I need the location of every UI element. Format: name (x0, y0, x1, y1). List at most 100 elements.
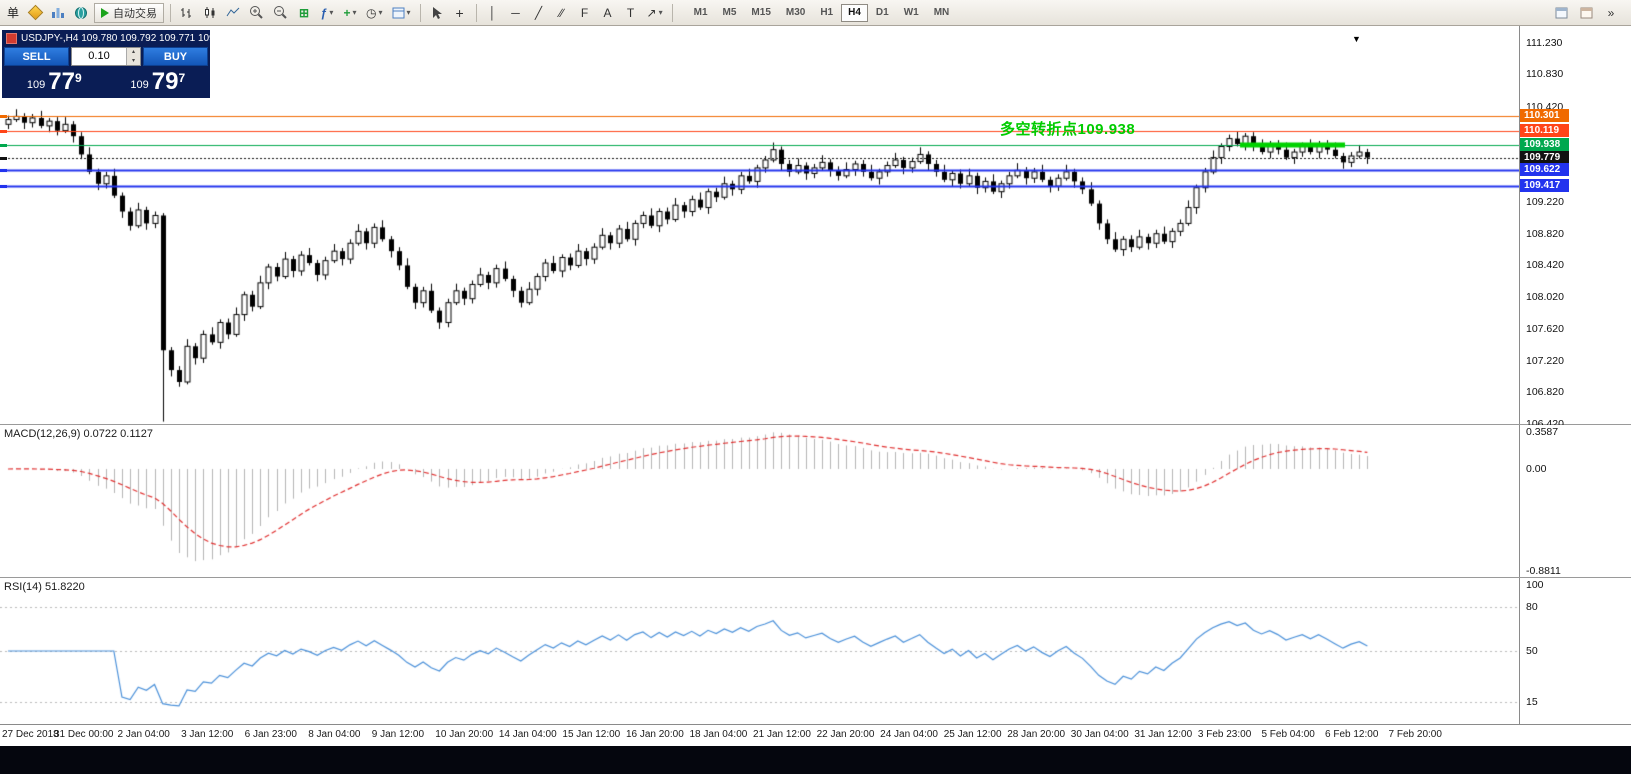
bar-chart-mode-button[interactable] (177, 3, 197, 23)
time-axis-label: 14 Jan 04:00 (498, 729, 557, 740)
zoom-in-icon (250, 6, 263, 19)
timeframe-h4[interactable]: H4 (841, 3, 868, 22)
timeframe-w1[interactable]: W1 (897, 4, 926, 22)
new-order-icon (27, 4, 43, 21)
fibonacci-tool-button[interactable]: F (575, 3, 595, 23)
window-button-2[interactable] (1576, 3, 1596, 23)
window-button-1[interactable] (1551, 3, 1571, 23)
toolbar: 单 自动交易 ⊞ ƒ ▾ + ▾ ◷ ▾ (0, 0, 1631, 26)
autotrading-button[interactable]: 自动交易 (94, 2, 165, 23)
volume-down-button[interactable]: ▾ (127, 56, 140, 65)
symbol-icon (6, 33, 17, 44)
zoom-out-icon (274, 6, 287, 19)
channel-tool-button[interactable]: ∕∕ (552, 3, 572, 23)
time-axis-label: 6 Jan 23:00 (244, 729, 297, 740)
pivot-annotation: 多空转折点109.938 (1000, 121, 1136, 138)
horizontal-line-tool-button[interactable]: ─ (506, 3, 526, 23)
trendline-tool-button[interactable]: ╱ (529, 3, 549, 23)
price-chart-canvas[interactable] (0, 26, 1520, 424)
cursor-icon (433, 6, 443, 19)
cursor-tool-button[interactable] (427, 3, 447, 23)
market-watch-button[interactable] (71, 3, 91, 23)
timeframe-h1[interactable]: H1 (813, 4, 840, 22)
crosshair-icon: + (455, 4, 464, 21)
text-tool-button[interactable]: A (598, 3, 618, 23)
candlestick-mode-button[interactable] (200, 3, 220, 23)
time-axis-label: 10 Jan 20:00 (435, 729, 494, 740)
toolbar-overflow-button[interactable]: » (1601, 3, 1621, 23)
level-left-marker (0, 144, 7, 148)
label-tool-button[interactable]: T (621, 3, 641, 23)
time-axis-label: 9 Jan 12:00 (371, 729, 425, 740)
rsi-axis[interactable]: 100 80 50 15 (1519, 578, 1631, 724)
crosshair-tool-button[interactable]: + (450, 3, 470, 23)
timeframe-m15[interactable]: M15 (744, 4, 777, 22)
toolbar-right-group: » (1551, 3, 1627, 23)
price-axis[interactable]: 111.230 110.830 110.420 109.220 108.820 108.4… (1519, 26, 1631, 430)
rsi-axis-label: 50 (1526, 645, 1538, 657)
macd-label: MACD(12,26,9) 0.0722 0.1127 (4, 428, 153, 440)
time-axis[interactable]: 27 Dec 2018 31 Dec 00:00 2 Jan 04:00 3 Jan … (0, 724, 1631, 746)
bid-ask-row: 109 77 9 109 79 7 (4, 68, 208, 95)
buy-button[interactable]: BUY (143, 47, 208, 66)
autotrading-label: 自动交易 (113, 7, 158, 20)
bid-price[interactable]: 109 77 9 (4, 68, 105, 95)
volume-stepper[interactable]: 0.10 ▴ ▾ (71, 47, 141, 66)
rsi-canvas[interactable] (0, 578, 1520, 724)
level-left-marker (0, 129, 7, 133)
ask-price[interactable]: 109 79 7 (108, 68, 209, 95)
timeframe-d1[interactable]: D1 (869, 4, 896, 22)
separator (170, 3, 172, 22)
time-axis-label: 7 Feb 20:00 (1388, 729, 1442, 740)
bid-big-digits: 77 (48, 68, 75, 95)
time-axis-label: 31 Dec 00:00 (54, 729, 114, 740)
indicators-icon: ƒ (320, 5, 328, 20)
line-chart-mode-button[interactable] (223, 3, 243, 23)
periods-button[interactable]: ◷ ▾ (363, 3, 386, 23)
templates-button[interactable]: ▾ (389, 3, 414, 23)
price-axis-label: 108.020 (1526, 291, 1564, 304)
indicators-button[interactable]: ƒ ▾ (317, 3, 337, 23)
zoom-in-button[interactable] (246, 3, 267, 23)
timeframe-m1[interactable]: M1 (687, 4, 715, 22)
ask-prefix: 109 (130, 79, 149, 91)
menu-label[interactable]: 单 (7, 6, 20, 20)
sell-button[interactable]: SELL (4, 47, 69, 66)
macd-axis-label: -0.8811 (1526, 565, 1561, 577)
timeframe-group: M1 M5 M15 M30 H1 H4 D1 W1 MN (687, 3, 957, 22)
zoom-out-button[interactable] (270, 3, 291, 23)
bid-pip-digit: 9 (74, 71, 82, 85)
arrows-icon: ↗ (646, 5, 657, 20)
time-axis-label: 3 Jan 12:00 (181, 729, 234, 740)
time-axis-label: 6 Feb 12:00 (1325, 729, 1379, 740)
time-axis-label: 3 Feb 23:00 (1197, 729, 1252, 740)
macd-pane: MACD(12,26,9) 0.0722 0.1127 0.3587 0.00 -0… (0, 424, 1631, 577)
chevron-down-icon: ▾ (406, 8, 411, 17)
price-level-tag: 109.417 (1520, 179, 1569, 193)
price-axis-label: 108.420 (1526, 259, 1564, 272)
add-indicator-button[interactable]: + ▾ (340, 3, 360, 23)
timeframe-m5[interactable]: M5 (716, 4, 744, 22)
new-order-button[interactable] (25, 3, 45, 23)
tile-windows-button[interactable]: ⊞ (294, 3, 314, 23)
window-icon (1555, 7, 1567, 18)
macd-axis[interactable]: 0.3587 0.00 -0.8811 (1519, 425, 1631, 577)
bid-prefix: 109 (26, 79, 46, 91)
time-axis-label: 15 Jan 12:00 (562, 729, 621, 740)
timeframe-mn[interactable]: MN (927, 4, 957, 22)
timeframe-m30[interactable]: M30 (779, 4, 812, 22)
macd-canvas[interactable] (0, 425, 1520, 577)
vertical-line-tool-button[interactable]: │ (483, 3, 503, 23)
charts-button[interactable] (48, 3, 68, 23)
time-axis-label: 22 Jan 20:00 (816, 729, 875, 740)
price-level-tag: 110.301 (1520, 109, 1569, 123)
level-left-marker (0, 156, 7, 160)
shift-end-marker[interactable]: ▼ (1352, 34, 1361, 44)
volume-up-button[interactable]: ▴ (127, 48, 140, 57)
price-axis-label: 106.820 (1526, 386, 1564, 399)
level-left-marker (0, 169, 7, 173)
time-axis-label: 21 Jan 12:00 (753, 729, 811, 740)
arrows-tool-button[interactable]: ↗ ▾ (644, 3, 666, 23)
chevron-down-icon: ▾ (352, 8, 357, 17)
time-axis-label: 2 Jan 04:00 (117, 729, 170, 740)
